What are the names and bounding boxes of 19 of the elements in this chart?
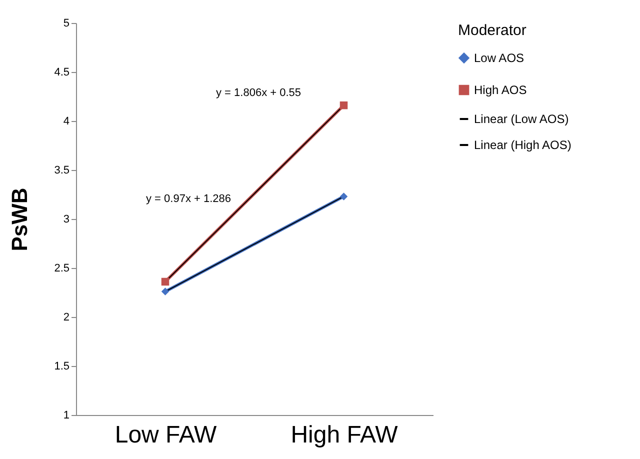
legend-label: Low AOS bbox=[474, 51, 524, 65]
y-tick-label: 2.5 bbox=[54, 262, 70, 274]
y-tick-label: 5 bbox=[63, 18, 70, 30]
y-tick-label: 3 bbox=[63, 214, 70, 226]
y-tick-label: 3.5 bbox=[54, 164, 70, 176]
x-tick-label: Low FAW bbox=[114, 422, 217, 448]
y-tick-label: 2 bbox=[63, 312, 70, 324]
legend-label: Linear (Low AOS) bbox=[474, 112, 569, 126]
annotation: y = 0.97x + 1.286 bbox=[146, 193, 232, 205]
y-tick-label: 4.5 bbox=[54, 66, 70, 78]
y-tick-label: 4 bbox=[63, 116, 70, 128]
annotation: y = 1.806x + 0.55 bbox=[216, 87, 302, 99]
y-tick-label: 1 bbox=[63, 410, 70, 422]
legend-label: Linear (High AOS) bbox=[474, 138, 572, 152]
y-axis-title: PsWB bbox=[7, 188, 32, 252]
legend-title: Moderator bbox=[458, 22, 526, 39]
x-tick-label: High FAW bbox=[290, 422, 398, 448]
y-tick-label: 1.5 bbox=[54, 360, 70, 372]
legend-label: High AOS bbox=[474, 83, 527, 97]
